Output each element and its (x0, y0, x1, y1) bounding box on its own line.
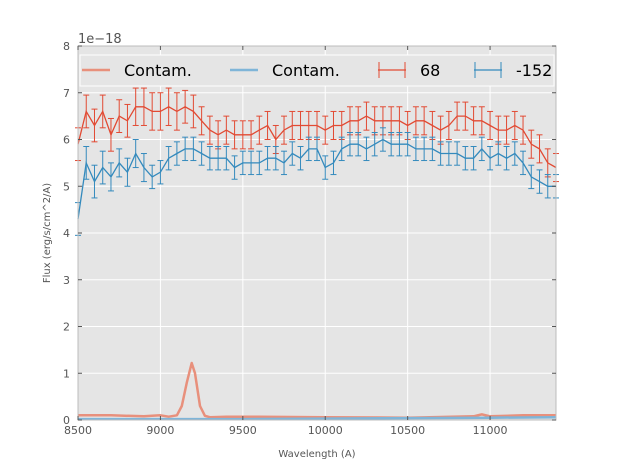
y-tick-label: 7 (63, 87, 70, 100)
legend-entry: -152 (474, 61, 552, 80)
series-1 (75, 127, 559, 236)
legend-entry: Contam. (82, 61, 192, 80)
y-tick-label: 0 (63, 414, 70, 427)
legend-label: Contam. (124, 61, 192, 80)
x-tick-label: 9000 (146, 424, 174, 437)
legend-label: 68 (420, 61, 440, 80)
y-tick-label: 4 (63, 227, 70, 240)
y-tick-label: 8 (63, 40, 70, 53)
contamination-line (78, 361, 556, 419)
y-axis-label: Flux (erg/s/cm^2/A) (42, 183, 53, 283)
y-tick-label: 6 (63, 134, 70, 147)
y-offset-label: 1e−18 (78, 32, 122, 47)
legend-entry: Contam. (230, 61, 340, 80)
legend-entry: 68 (378, 61, 440, 80)
x-tick-label: 9500 (229, 424, 257, 437)
legend: Contam. Contam. 68 -152 (79, 54, 555, 87)
legend-label: Contam. (272, 61, 340, 80)
y-tick-label: 1 (63, 367, 70, 380)
series-line (77, 106, 557, 169)
x-tick-label: 11000 (473, 424, 508, 437)
y-tick-label: 2 (63, 321, 70, 334)
y-axis-ticks: 0 1 2 3 4 5 6 7 8 (63, 40, 556, 427)
x-axis-label: Wavelength (A) (278, 449, 355, 460)
y-tick-label: 5 (63, 180, 70, 193)
series-0 (75, 87, 559, 183)
x-tick-label: 10500 (390, 424, 425, 437)
x-tick-label: 10000 (308, 424, 343, 437)
x-tick-label: 8500 (64, 424, 92, 437)
series-2 (78, 361, 556, 419)
series-line (77, 138, 556, 220)
y-tick-label: 3 (63, 274, 70, 287)
legend-label: -152 (516, 61, 552, 80)
x-axis-ticks: 8500 9000 9500 10000 10500 11000 (64, 46, 508, 437)
